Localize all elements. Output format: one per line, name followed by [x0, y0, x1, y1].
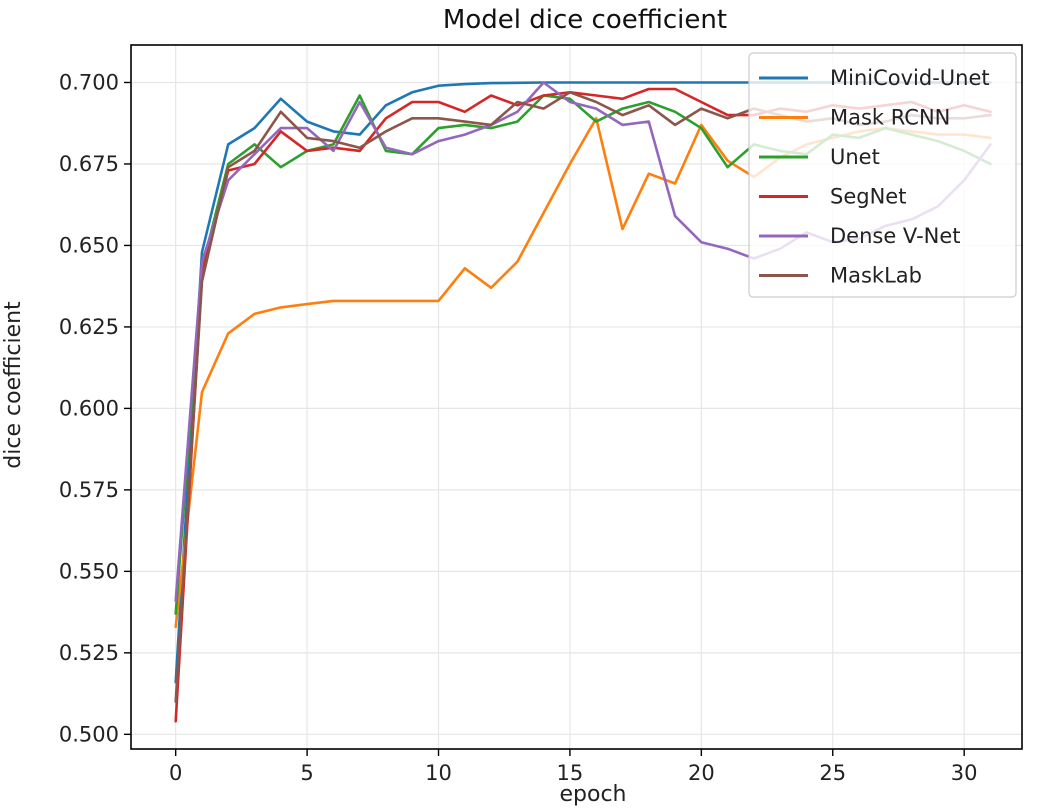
legend: MiniCovid-Unet Mask RCNN Unet SegNet Dense V… — [748, 52, 1017, 298]
grid-layer — [131, 45, 1022, 749]
x-tick-label: 20 — [688, 761, 715, 785]
legend-label-mask-rcnn: Mask RCNN — [830, 106, 950, 130]
y-tick-label: 0.550 — [59, 559, 119, 583]
y-tick-label: 0.700 — [59, 70, 119, 94]
legend-label-dense-v-net: Dense V-Net — [830, 224, 961, 248]
x-tick-label: 30 — [951, 761, 978, 785]
y-tick-label: 0.625 — [59, 315, 119, 339]
y-tick-label: 0.600 — [59, 396, 119, 420]
y-tick-label: 0.500 — [59, 722, 119, 746]
y-axis-title: dice coefficient — [1, 301, 26, 469]
x-tick-label: 15 — [557, 761, 584, 785]
legend-label-minicovid-unet: MiniCovid-Unet — [830, 66, 990, 90]
x-tick-label: 0 — [169, 761, 182, 785]
x-tick-label: 25 — [819, 761, 846, 785]
x-tick-label: 5 — [300, 761, 313, 785]
plot-frame — [130, 44, 1023, 750]
legend-entries: MiniCovid-Unet Mask RCNN Unet SegNet Dense V… — [759, 66, 990, 288]
legend-label-segnet: SegNet — [830, 185, 906, 209]
y-tick-label: 0.525 — [59, 641, 119, 665]
x-axis-title: epoch — [560, 782, 627, 807]
legend-label-masklab: MaskLab — [830, 264, 922, 288]
x-tick-label: 10 — [425, 761, 452, 785]
y-tick-label: 0.675 — [59, 152, 119, 176]
tick-layer: 0 5 10 15 20 25 30 0.500 0.525 0.550 0.575 0.600 0.6… — [59, 70, 978, 785]
y-tick-label: 0.650 — [59, 233, 119, 257]
y-tick-label: 0.575 — [59, 478, 119, 502]
chart-title: Model dice coefficient — [443, 5, 727, 35]
legend-box — [748, 52, 1017, 298]
legend-label-unet: Unet — [830, 145, 880, 169]
